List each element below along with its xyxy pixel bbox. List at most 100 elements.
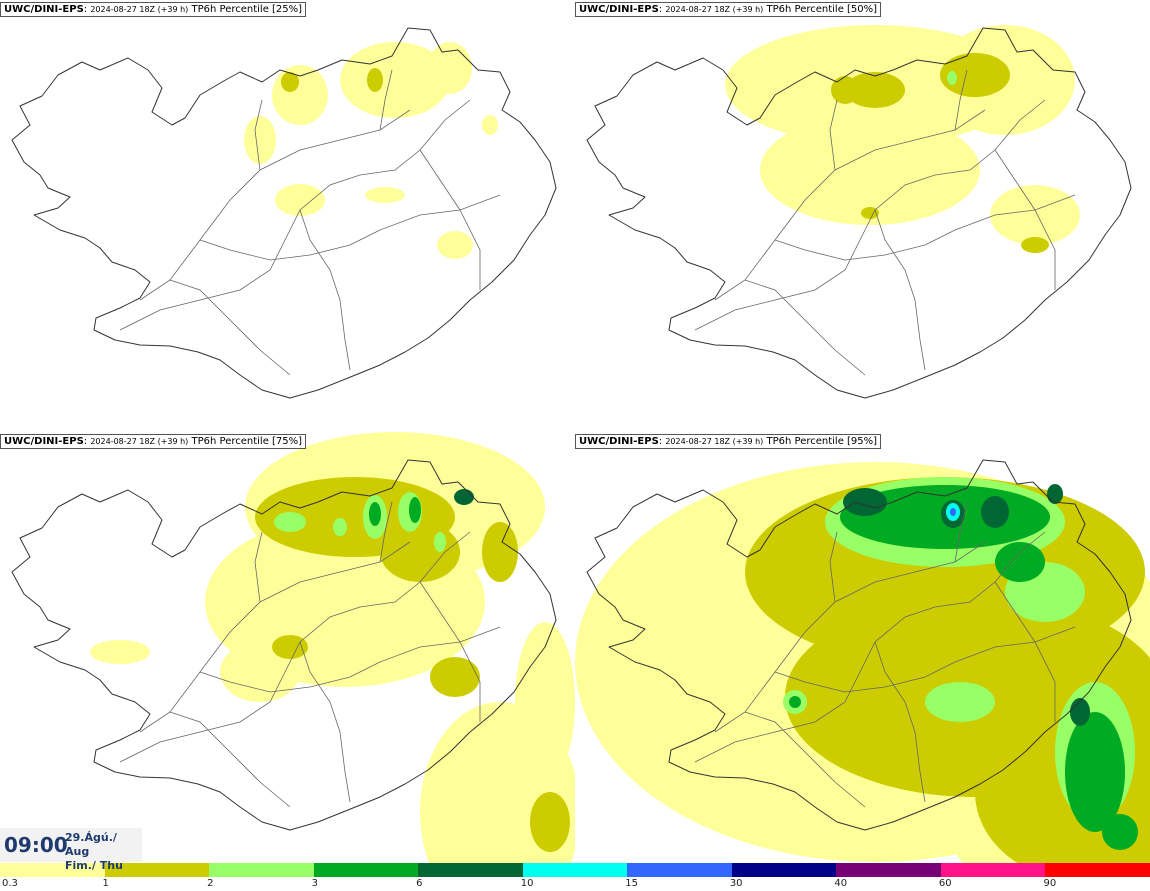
precip-map — [0, 432, 575, 864]
precip-area — [333, 518, 347, 536]
precip-area — [409, 497, 421, 523]
legend-swatch — [522, 863, 628, 877]
precip-area — [981, 496, 1009, 528]
coastline — [11, 459, 557, 831]
coastline — [586, 459, 1132, 831]
road — [199, 626, 501, 693]
valid-time: 09:00 — [4, 833, 68, 857]
road — [774, 626, 1076, 693]
legend-tick-label: 10 — [520, 878, 534, 889]
precip-area — [925, 682, 995, 722]
precip-area — [1102, 814, 1138, 850]
precip-area — [244, 116, 276, 164]
valid-date: 29.Ágú./ Aug Fim./ Thu — [65, 831, 142, 873]
legend-swatch — [0, 863, 105, 877]
precip-area — [482, 522, 518, 582]
road — [379, 501, 393, 563]
road — [954, 501, 968, 563]
valid-time-box: 09:00 29.Ágú./ Aug Fim./ Thu — [0, 828, 142, 872]
road-network — [694, 69, 1076, 376]
precip-area — [1047, 484, 1063, 504]
panel-title: UWC/DINI-EPS: 2024-08-27 18Z (+39 h) TP6… — [575, 2, 882, 17]
precip-field — [244, 42, 498, 259]
precip-area — [990, 185, 1080, 245]
coastline — [586, 27, 1132, 399]
road-network — [694, 501, 1076, 808]
legend-swatch — [313, 863, 419, 877]
precip-area — [845, 72, 905, 108]
precip-area — [947, 71, 957, 85]
precip-area — [367, 68, 383, 92]
road — [419, 149, 481, 290]
precip-map — [575, 432, 1150, 864]
coastline — [11, 27, 557, 399]
precip-area — [437, 231, 473, 259]
precip-area — [340, 42, 450, 118]
road — [994, 149, 1056, 290]
valid-date-line: 29.Ágú./ Aug — [65, 831, 117, 858]
road — [379, 69, 393, 131]
precip-area — [272, 635, 308, 659]
precip-area — [369, 502, 381, 526]
road — [299, 209, 351, 371]
legend-swatch — [209, 863, 314, 877]
map-background — [0, 0, 575, 432]
road — [254, 99, 263, 171]
legend-swatch — [627, 863, 732, 877]
road — [299, 641, 351, 803]
precip-area — [482, 115, 498, 135]
road — [169, 279, 291, 376]
map-panel-p25: UWC/DINI-EPS: 2024-08-27 18Z (+39 h) TP6… — [0, 0, 575, 432]
legend-tick-label: 0.3 — [2, 878, 18, 889]
precip-area — [428, 42, 472, 94]
precip-area — [950, 508, 956, 516]
road-network — [119, 69, 501, 376]
road — [829, 531, 838, 603]
legend-swatch — [1045, 863, 1150, 877]
road-network — [119, 501, 501, 808]
legend-tick-label: 90 — [1043, 878, 1057, 889]
valid-day-line: Fim./ Thu — [65, 859, 123, 872]
panel-title: UWC/DINI-EPS: 2024-08-27 18Z (+39 h) TP6… — [0, 2, 307, 17]
road — [954, 69, 968, 131]
legend-tick-label: 60 — [938, 878, 952, 889]
precip-area — [380, 522, 460, 582]
road — [994, 581, 1056, 722]
legend-swatch — [940, 863, 1046, 877]
precip-area — [789, 696, 801, 708]
legend-tick-label: 2 — [207, 878, 214, 889]
precip-area — [831, 76, 859, 104]
precip-area — [1070, 698, 1090, 726]
precip-area — [274, 512, 306, 532]
road — [874, 641, 926, 803]
road — [419, 581, 481, 722]
road — [169, 711, 291, 808]
road — [744, 279, 866, 376]
legend-tick-label: 1 — [102, 878, 109, 889]
precip-area — [515, 622, 575, 782]
legend-swatch — [418, 863, 523, 877]
precip-area — [995, 542, 1045, 582]
map-panel-p50: UWC/DINI-EPS: 2024-08-27 18Z (+39 h) TP6… — [575, 0, 1150, 432]
road — [744, 711, 866, 808]
precip-area — [861, 207, 879, 219]
precip-map — [575, 0, 1150, 432]
legend-tick-label: 40 — [834, 878, 848, 889]
precip-area — [785, 125, 825, 175]
legend-tick-label: 6 — [416, 878, 423, 889]
legend-swatch — [836, 863, 941, 877]
precip-area — [365, 187, 405, 203]
road — [874, 209, 926, 371]
precip-area — [1065, 712, 1125, 832]
precip-field — [575, 462, 1150, 864]
legend-swatch — [731, 863, 837, 877]
precip-area — [940, 53, 1010, 97]
road — [829, 99, 838, 171]
precip-area — [281, 72, 299, 92]
precip-area — [1021, 237, 1049, 253]
panel-title: UWC/DINI-EPS: 2024-08-27 18Z (+39 h) TP6… — [575, 434, 882, 449]
precip-area — [454, 489, 474, 505]
legend-tick-label: 15 — [625, 878, 638, 889]
map-panel-p75: UWC/DINI-EPS: 2024-08-27 18Z (+39 h) TP6… — [0, 432, 575, 864]
panel-title: UWC/DINI-EPS: 2024-08-27 18Z (+39 h) TP6… — [0, 434, 307, 449]
